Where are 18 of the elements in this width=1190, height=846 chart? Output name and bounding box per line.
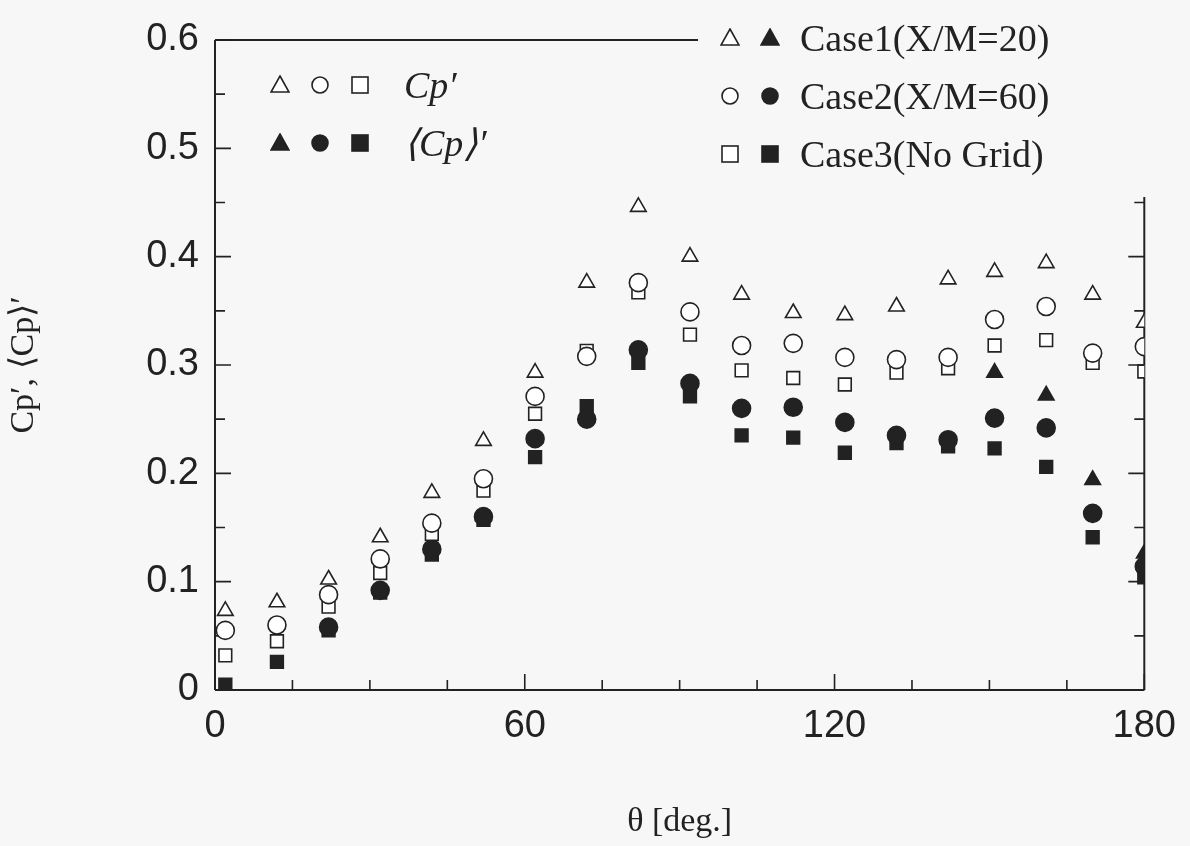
- y-tick-label: 0.2: [146, 449, 199, 492]
- x-tick-label: 60: [503, 703, 546, 746]
- x-tick-label: 120: [802, 703, 867, 746]
- x-axis-title: θ [deg.]: [627, 800, 733, 838]
- y-tick-label: 0.6: [146, 16, 199, 59]
- y-axis-title: Cp′, ⟨Cp⟩′: [3, 296, 41, 434]
- x-tick-label: 180: [1112, 703, 1176, 746]
- x-tick-label: 0: [204, 703, 226, 746]
- annotation: Cp′: [404, 63, 457, 108]
- y-tick-label: 0.1: [146, 558, 199, 601]
- annotation: Case1(X/M=20): [800, 16, 1050, 61]
- annotation: ⟨Cp⟩′: [404, 121, 487, 166]
- annotation: Case3(No Grid): [800, 132, 1044, 177]
- y-tick-label: 0.3: [146, 341, 199, 384]
- y-tick-label: 0.5: [146, 124, 199, 167]
- y-tick-label: 0: [177, 666, 199, 709]
- annotation: Case2(X/M=60): [800, 74, 1050, 119]
- y-tick-label: 0.4: [146, 233, 199, 276]
